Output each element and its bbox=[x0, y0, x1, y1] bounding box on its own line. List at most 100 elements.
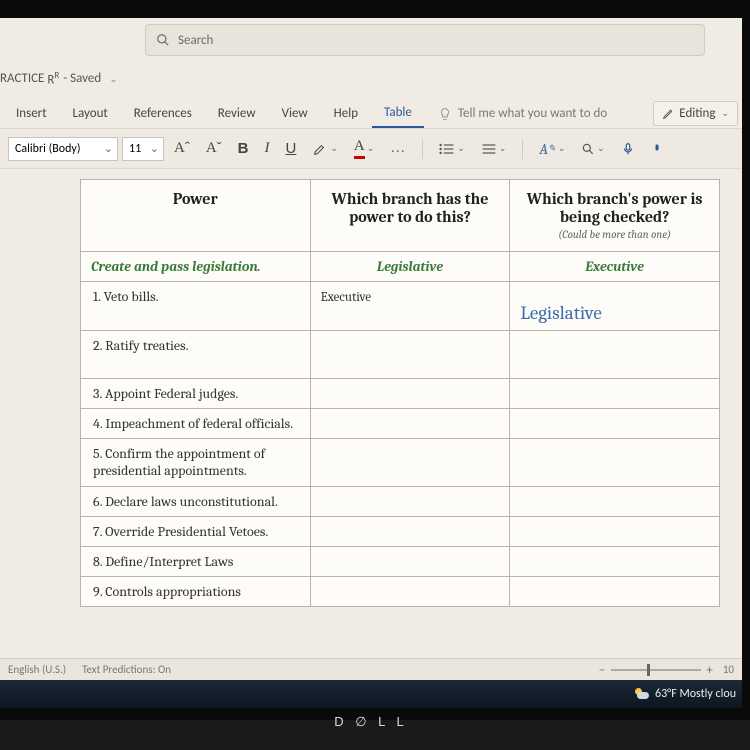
header-power[interactable]: Power bbox=[81, 180, 311, 252]
more-formatting-button[interactable]: … bbox=[384, 137, 412, 160]
answer-executive: Executive bbox=[321, 290, 371, 305]
table-cell-checked[interactable] bbox=[510, 547, 720, 577]
table-cell-has[interactable] bbox=[310, 547, 510, 577]
align-icon bbox=[481, 142, 497, 156]
table-cell-has[interactable] bbox=[310, 517, 510, 547]
table-cell-power[interactable]: 5. Confirm the appointment of presidenti… bbox=[81, 439, 311, 487]
separator bbox=[522, 139, 523, 159]
weather-text[interactable]: 63°F Mostly clou bbox=[655, 687, 736, 701]
monitor-brand: D ∅ L L bbox=[0, 708, 742, 730]
font-size-select[interactable]: 11 bbox=[122, 137, 164, 161]
table-cell-has[interactable] bbox=[310, 409, 510, 439]
chevron-down-icon: ⌄ bbox=[721, 108, 729, 119]
weather-icon bbox=[633, 686, 649, 702]
search-placeholder: Search bbox=[178, 33, 213, 48]
tab-layout[interactable]: Layout bbox=[61, 100, 120, 127]
search-bar[interactable]: Search bbox=[145, 24, 705, 56]
document-canvas[interactable]: Power Which branch has the power to do t… bbox=[0, 169, 742, 649]
tab-view[interactable]: View bbox=[270, 100, 320, 127]
windows-taskbar[interactable]: 63°F Mostly clou bbox=[0, 680, 742, 708]
find-button[interactable]: ⌄ bbox=[575, 139, 611, 159]
table-cell-has[interactable]: Executive bbox=[310, 282, 510, 331]
zoom-slider[interactable] bbox=[611, 669, 701, 671]
bullets-button[interactable]: ⌄ bbox=[433, 139, 471, 159]
find-icon bbox=[581, 142, 595, 156]
table-cell-power[interactable]: 3. Appoint Federal judges. bbox=[81, 379, 311, 409]
header-branch-checked[interactable]: Which branch's power is being checked? (… bbox=[510, 180, 720, 252]
ribbon-tabs: Insert Layout References Review View Hel… bbox=[0, 95, 742, 128]
table-cell-checked[interactable] bbox=[510, 487, 720, 517]
font-size-value: 11 bbox=[129, 142, 141, 156]
example-has[interactable]: Legislative bbox=[310, 252, 510, 282]
chevron-down-icon[interactable]: ⌄ bbox=[109, 72, 117, 85]
zoom-thumb[interactable] bbox=[647, 664, 650, 676]
table-cell-power[interactable]: 7. Override Presidential Vetoes. bbox=[81, 517, 311, 547]
status-bar: English (U.S.) Text Predictions: On 10 bbox=[0, 658, 742, 680]
tell-me-label: Tell me what you want to do bbox=[458, 106, 607, 121]
title-bar: RACTICE RR - Saved ⌄ bbox=[0, 62, 742, 95]
table-cell-checked[interactable] bbox=[510, 517, 720, 547]
table-cell-has[interactable] bbox=[310, 487, 510, 517]
table-cell-has[interactable] bbox=[310, 331, 510, 379]
table-cell-power[interactable]: 1. Veto bills. bbox=[81, 282, 311, 331]
table-cell-has[interactable] bbox=[310, 379, 510, 409]
separator bbox=[422, 139, 423, 159]
table-cell-checked[interactable] bbox=[510, 379, 720, 409]
status-predictions[interactable]: Text Predictions: On bbox=[82, 663, 171, 676]
styles-button[interactable]: A✎⌄ bbox=[533, 137, 571, 161]
example-power[interactable]: Create and pass legislation. bbox=[81, 252, 311, 282]
checks-balances-table[interactable]: Power Which branch has the power to do t… bbox=[80, 179, 720, 607]
tab-table[interactable]: Table bbox=[372, 99, 424, 128]
bullets-icon bbox=[439, 142, 455, 156]
header-branch-has[interactable]: Which branch has the power to do this? bbox=[310, 180, 510, 252]
table-cell-power[interactable]: 6. Declare laws unconstitutional. bbox=[81, 487, 311, 517]
tab-review[interactable]: Review bbox=[206, 100, 268, 127]
header-checked-sub: (Could be more than one) bbox=[518, 228, 711, 241]
answer-legislative: Legislative bbox=[520, 288, 709, 324]
table-cell-power[interactable]: 9. Controls appropriations bbox=[81, 577, 311, 607]
shrink-font-button[interactable]: Aˇ bbox=[200, 137, 228, 160]
status-language[interactable]: English (U.S.) bbox=[8, 663, 66, 676]
dictate-icon bbox=[621, 141, 635, 157]
highlight-button[interactable]: ⌄ bbox=[306, 138, 344, 160]
table-cell-has[interactable] bbox=[310, 577, 510, 607]
search-icon bbox=[156, 33, 170, 47]
formatting-toolbar: Calibri (Body) 11 Aˆ Aˇ B I U ⌄ A⌄ … ⌄ ⌄ bbox=[0, 128, 742, 169]
font-color-button[interactable]: A⌄ bbox=[348, 135, 380, 162]
grow-font-button[interactable]: Aˆ bbox=[168, 137, 196, 160]
table-cell-checked[interactable]: Legislative bbox=[510, 282, 720, 331]
table-cell-checked[interactable] bbox=[510, 331, 720, 379]
header-checked-main: Which branch's power is being checked? bbox=[527, 190, 703, 226]
tell-me-search[interactable]: Tell me what you want to do bbox=[438, 106, 607, 121]
dictate-button[interactable] bbox=[615, 138, 641, 160]
table-cell-power[interactable]: 8. Define/Interpret Laws bbox=[81, 547, 311, 577]
font-name-value: Calibri (Body) bbox=[15, 142, 80, 156]
word-app-window: Search RACTICE RR - Saved ⌄ Insert Layou… bbox=[0, 18, 742, 708]
table-cell-checked[interactable] bbox=[510, 577, 720, 607]
table-cell-power[interactable]: 2. Ratify treaties. bbox=[81, 331, 311, 379]
mic-button[interactable] bbox=[645, 138, 669, 160]
highlight-icon bbox=[312, 141, 328, 157]
tab-references[interactable]: References bbox=[122, 100, 204, 127]
title-superscript: R bbox=[54, 70, 59, 81]
table-cell-power[interactable]: 4. Impeachment of federal officials. bbox=[81, 409, 311, 439]
table-cell-checked[interactable] bbox=[510, 439, 720, 487]
tab-help[interactable]: Help bbox=[322, 100, 370, 127]
editing-mode-button[interactable]: Editing ⌄ bbox=[653, 101, 738, 126]
align-button[interactable]: ⌄ bbox=[475, 139, 513, 159]
editing-label: Editing bbox=[679, 106, 715, 121]
mic-icon bbox=[651, 141, 663, 157]
table-cell-checked[interactable] bbox=[510, 409, 720, 439]
table-cell-has[interactable] bbox=[310, 439, 510, 487]
italic-button[interactable]: I bbox=[259, 137, 276, 160]
font-name-select[interactable]: Calibri (Body) bbox=[8, 137, 118, 161]
tab-insert[interactable]: Insert bbox=[4, 100, 59, 127]
document-title: RACTICE bbox=[0, 71, 44, 86]
underline-button[interactable]: U bbox=[280, 137, 303, 160]
zoom-value: 10 bbox=[723, 663, 734, 676]
bold-button[interactable]: B bbox=[232, 137, 255, 160]
lightbulb-icon bbox=[438, 107, 452, 121]
saved-indicator: - Saved bbox=[63, 71, 101, 86]
pencil-icon bbox=[662, 107, 675, 120]
example-checked[interactable]: Executive bbox=[510, 252, 720, 282]
